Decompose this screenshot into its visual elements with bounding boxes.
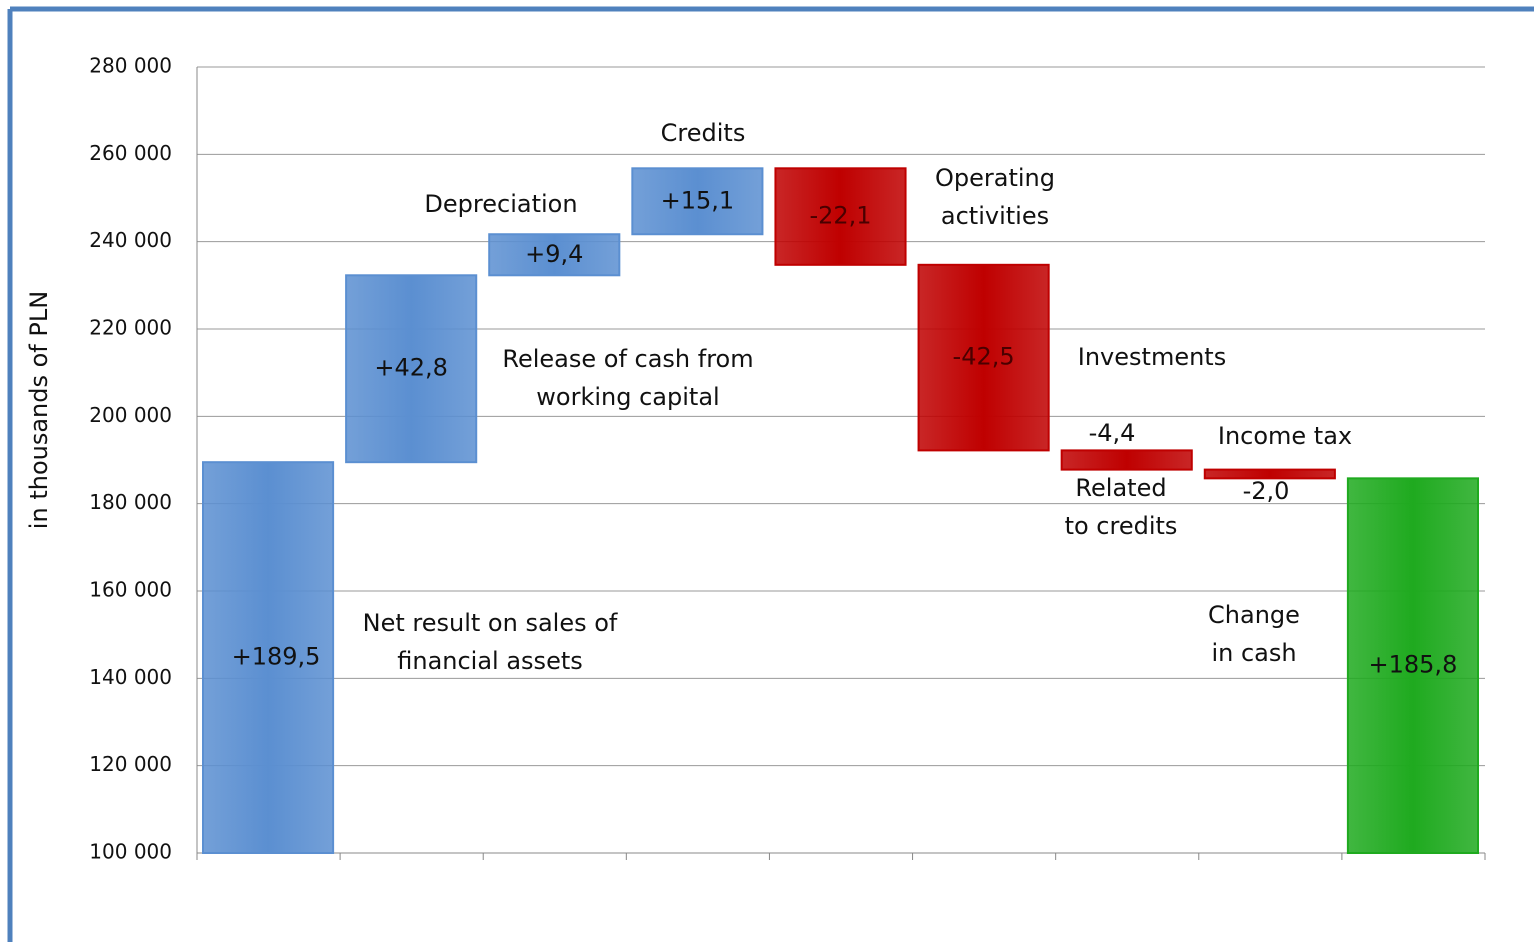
category-label: working capital xyxy=(536,383,719,411)
bar xyxy=(1203,468,1336,480)
value-label: -2,0 xyxy=(1243,477,1290,505)
value-label: -42,5 xyxy=(953,343,1015,371)
category-label: Change xyxy=(1208,601,1300,629)
category-label: Credits xyxy=(661,119,746,147)
category-label: Depreciation xyxy=(424,190,577,218)
y-tick-label: 140 000 xyxy=(89,665,172,689)
y-tick-label: 100 000 xyxy=(89,840,172,864)
bar xyxy=(202,461,335,854)
y-tick-label: 280 000 xyxy=(89,54,172,78)
value-label: +189,5 xyxy=(232,643,321,671)
category-label: Investments xyxy=(1078,343,1226,371)
value-label: +15,1 xyxy=(661,186,735,214)
y-tick-label: 220 000 xyxy=(89,316,172,340)
value-label: +185,8 xyxy=(1369,651,1458,679)
value-label: -4,4 xyxy=(1089,419,1136,447)
bar xyxy=(1060,449,1193,471)
category-label: activities xyxy=(941,202,1049,230)
y-tick-label: 120 000 xyxy=(89,752,172,776)
bar xyxy=(488,233,621,277)
y-tick-label: 180 000 xyxy=(89,490,172,514)
bar xyxy=(917,263,1050,452)
value-label: +9,4 xyxy=(525,240,583,268)
bar xyxy=(1346,477,1480,854)
category-label: Release of cash from xyxy=(502,345,753,373)
y-tick-label: 240 000 xyxy=(89,228,172,252)
bar xyxy=(631,167,764,236)
bar xyxy=(345,274,478,464)
category-label: Related xyxy=(1075,474,1166,502)
y-axis-title: in thousands of PLN xyxy=(25,291,53,529)
y-tick-label: 160 000 xyxy=(89,578,172,602)
value-label: +42,8 xyxy=(374,354,448,382)
category-label: Operating xyxy=(935,164,1055,192)
bar xyxy=(774,167,907,266)
y-tick-label: 260 000 xyxy=(89,141,172,165)
category-label: in cash xyxy=(1211,639,1296,667)
category-label: Income tax xyxy=(1218,422,1352,450)
category-label: financial assets xyxy=(397,647,583,675)
y-tick-label: 200 000 xyxy=(89,403,172,427)
category-label: Net result on sales of xyxy=(363,609,618,637)
category-label: to credits xyxy=(1065,512,1178,540)
value-label: -22,1 xyxy=(809,202,871,230)
